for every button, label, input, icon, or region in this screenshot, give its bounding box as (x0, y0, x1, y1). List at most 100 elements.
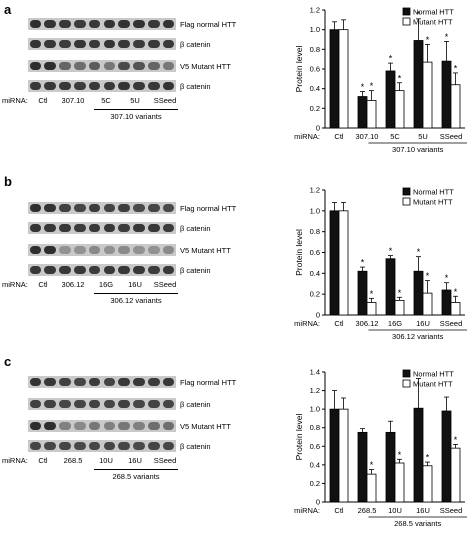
variants-label: 306.12 variants (110, 296, 162, 305)
blot-band (29, 378, 42, 386)
blot-band (118, 400, 131, 408)
blot-band (88, 378, 101, 386)
blot-band (147, 400, 160, 408)
bar (441, 289, 452, 316)
blot-band (162, 266, 175, 274)
blot-band (59, 20, 71, 28)
blot-strip (28, 38, 176, 50)
blot-band (88, 422, 101, 430)
blot-band (162, 400, 175, 408)
lane-label: 16U (128, 280, 142, 289)
x-prefix-label: miRNA: (294, 506, 320, 515)
blot-band (44, 224, 57, 232)
legend-swatch (402, 379, 411, 388)
x-tick-label: 306.12 (356, 319, 379, 328)
y-tick-label: 0.8 (310, 45, 320, 54)
blot-band (44, 82, 57, 90)
blot-label: β catenin (180, 400, 211, 409)
blot-band (133, 20, 145, 28)
legend-swatch (402, 17, 411, 26)
y-tick-label: 0 (316, 498, 320, 507)
blot-band (59, 62, 71, 70)
bar (366, 302, 377, 316)
bar (366, 473, 377, 503)
x-tick-label: SSeed (440, 319, 463, 328)
blot-band (118, 40, 131, 48)
blot-label: β catenin (180, 82, 211, 91)
blot-band (44, 442, 57, 450)
y-tick-label: 0 (316, 311, 320, 320)
blot-band (59, 422, 71, 430)
lane-label: Ctl (38, 280, 48, 289)
blot-strip (28, 398, 176, 410)
significance-star: * (398, 450, 402, 460)
x-tick-label: SSeed (440, 506, 463, 515)
blot-band (147, 82, 160, 90)
lane-label: 5C (101, 96, 111, 105)
blot-band (88, 20, 101, 28)
group-label: 307.10 variants (392, 145, 444, 154)
y-axis-label: Protein level (294, 46, 304, 93)
y-tick-label: 0.2 (310, 479, 320, 488)
bar (338, 210, 349, 316)
x-tick-label: 16U (416, 319, 430, 328)
blot-band (44, 20, 57, 28)
bar (413, 40, 424, 129)
blot-band (118, 204, 131, 212)
blot-band (59, 40, 71, 48)
panel-c: c Flag normal HTT β catenin V5 Mutant HT… (0, 352, 474, 537)
blot-band (118, 246, 131, 254)
blot-band (147, 40, 160, 48)
blot-strip (28, 264, 176, 276)
blot-band (147, 422, 160, 430)
bar (329, 29, 340, 129)
blot-label: V5 Mutant HTT (180, 62, 231, 71)
blot-band (29, 82, 42, 90)
blot-band (118, 442, 131, 450)
blot-band (133, 422, 145, 430)
x-tick-label: Ctl (334, 132, 344, 141)
significance-star: * (398, 288, 402, 298)
blot-band (133, 82, 145, 90)
blot-band (73, 82, 86, 90)
x-tick-label: 10U (388, 506, 402, 515)
bar (441, 410, 452, 503)
blot-band (103, 82, 116, 90)
blot-band (44, 62, 57, 70)
x-tick-label: 5U (418, 132, 428, 141)
blot-band (88, 82, 101, 90)
significance-star: * (389, 246, 393, 256)
blot-band (147, 20, 160, 28)
blot-band (147, 442, 160, 450)
significance-star: * (361, 82, 365, 92)
blot-band (73, 224, 86, 232)
blot-band (29, 224, 42, 232)
lane-label: SSeed (153, 280, 177, 289)
significance-star: * (426, 35, 430, 45)
blot-band (88, 400, 101, 408)
blot-strip (28, 244, 176, 256)
blot-label: Flag normal HTT (180, 20, 237, 29)
blot-band (29, 422, 42, 430)
y-tick-label: 1.2 (310, 186, 320, 195)
blot-label: β catenin (180, 224, 211, 233)
y-tick-label: 0.6 (310, 65, 320, 74)
lane-label: SSeed (153, 456, 177, 465)
legend-swatch (402, 369, 411, 378)
blot-band (29, 204, 42, 212)
blot-label: β catenin (180, 442, 211, 451)
blot-band (103, 204, 116, 212)
legend-swatch (402, 187, 411, 196)
significance-star: * (370, 460, 374, 470)
significance-star: * (417, 9, 421, 19)
significance-star: * (454, 287, 458, 297)
significance-star: * (445, 32, 449, 42)
blot-band (29, 20, 42, 28)
blot-band (73, 266, 86, 274)
blot-label: V5 Mutant HTT (180, 422, 231, 431)
blot-band (103, 40, 116, 48)
blot-band (29, 246, 42, 254)
bar-chart: 0 0.2 0.4 0.6 0.8 1.0 1.2 1.4 Protein level Ctl * 2… (294, 368, 467, 528)
blot-band (88, 442, 101, 450)
legend-label: Mutant HTT (413, 380, 453, 389)
